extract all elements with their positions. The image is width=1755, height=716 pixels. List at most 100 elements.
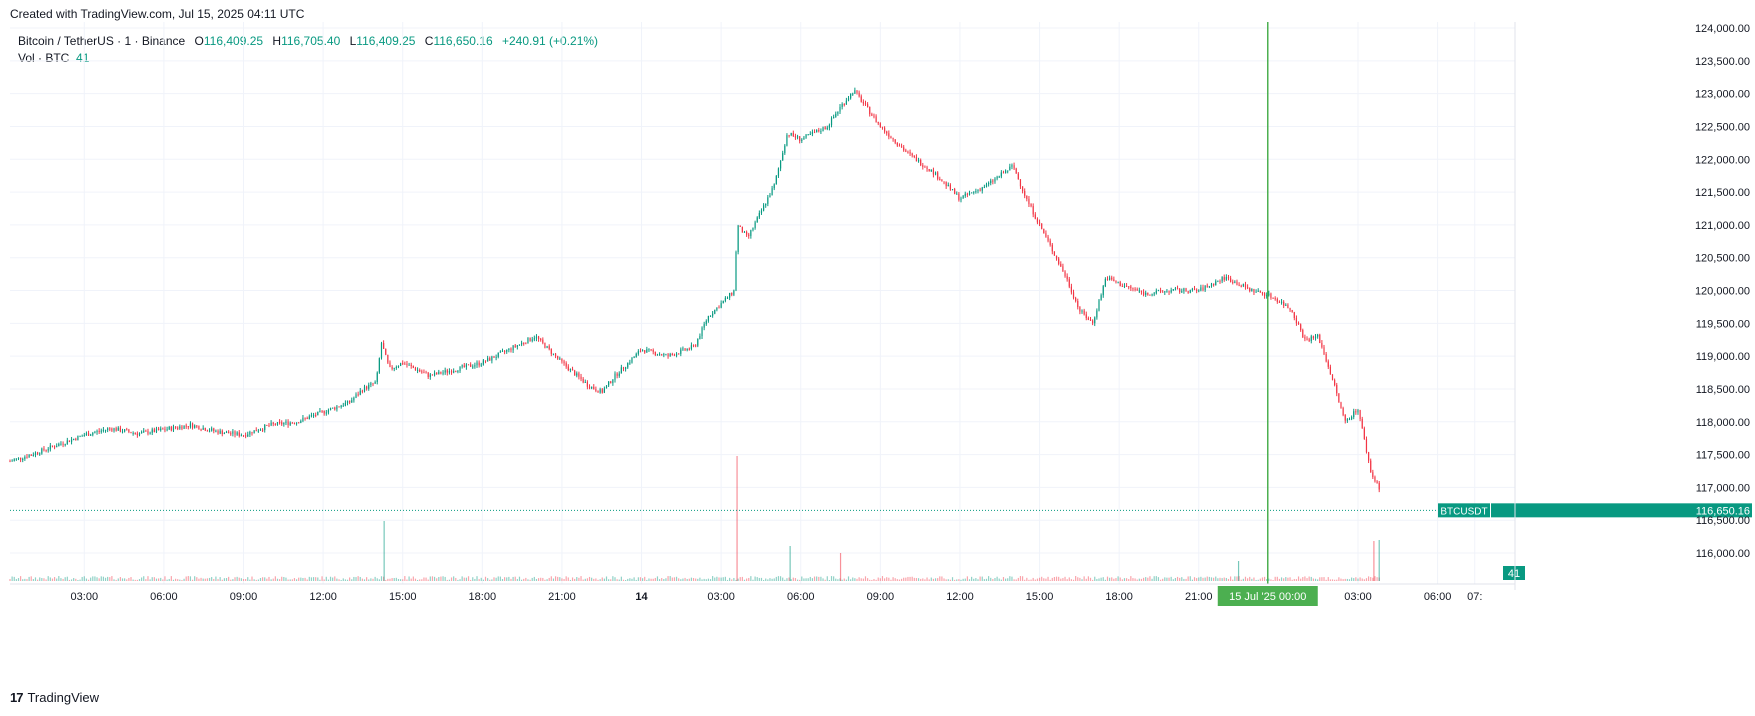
volume-bar xyxy=(905,577,907,581)
volume-bar xyxy=(883,578,886,581)
volume-bar xyxy=(930,577,932,581)
candle-body xyxy=(1153,293,1155,295)
candle-body xyxy=(992,180,994,182)
volume-spike xyxy=(789,546,791,581)
volume-bar xyxy=(692,578,695,581)
candle-body xyxy=(673,354,676,356)
candle-body xyxy=(595,389,597,391)
candle-body xyxy=(879,123,881,127)
candle-body xyxy=(232,431,234,434)
volume-bar xyxy=(601,577,603,581)
volume-bar xyxy=(529,579,531,581)
candle-body xyxy=(527,337,529,344)
volume-bar xyxy=(786,578,788,581)
candle-body xyxy=(1106,278,1109,280)
candle-body xyxy=(922,165,924,167)
candle-body xyxy=(270,422,272,426)
volume-bar xyxy=(811,578,814,581)
candle-body xyxy=(818,130,820,132)
candle-body xyxy=(837,111,839,114)
volume-bar xyxy=(287,579,289,581)
candle-body xyxy=(389,362,391,367)
candle-body xyxy=(729,292,731,298)
candle-body xyxy=(567,366,569,371)
volume-bar xyxy=(650,578,652,581)
candle-body xyxy=(1253,288,1255,293)
volume-bar xyxy=(312,577,315,581)
volume-bar xyxy=(1060,578,1062,581)
volume-bar xyxy=(1223,577,1225,581)
candle-body xyxy=(363,386,366,392)
candle-body xyxy=(777,168,780,176)
volume-bar xyxy=(1134,578,1136,581)
candle-body xyxy=(344,402,347,406)
volume-bar xyxy=(654,577,656,581)
candle-body xyxy=(228,431,230,434)
candle-body xyxy=(1166,291,1168,293)
volume-bar xyxy=(1300,578,1302,581)
candle-body xyxy=(196,425,198,427)
candle-body xyxy=(211,428,213,431)
candle-body xyxy=(881,126,884,128)
candle-body xyxy=(266,424,268,426)
candle-body xyxy=(457,370,459,372)
candle-body xyxy=(53,446,56,448)
volume-bar xyxy=(387,578,389,581)
volume-bar xyxy=(183,578,185,581)
volume-bar xyxy=(98,578,100,581)
volume-bar xyxy=(162,579,164,581)
candle-body xyxy=(272,422,274,424)
volume-bar xyxy=(610,579,612,581)
volume-bar xyxy=(393,578,395,581)
candle-body xyxy=(773,184,775,189)
tradingview-brand-label: TradingView xyxy=(27,690,100,705)
volume-bar xyxy=(1004,578,1007,581)
candle-body xyxy=(438,371,440,375)
candle-body xyxy=(816,130,818,133)
volume-bar xyxy=(669,576,671,581)
candle-body xyxy=(788,135,790,137)
volume-bar xyxy=(172,579,175,581)
candle-body xyxy=(1019,179,1022,187)
candle-body xyxy=(1000,172,1002,177)
candle-body xyxy=(1136,289,1138,291)
volume-bar xyxy=(444,576,446,581)
volume-bar xyxy=(975,578,977,581)
candle-body xyxy=(253,430,255,434)
candle-body xyxy=(446,370,448,373)
volume-bar xyxy=(276,578,279,581)
volume-spike xyxy=(1373,541,1375,581)
volume-bar xyxy=(489,579,491,581)
volume-bar xyxy=(977,579,979,581)
candle-body xyxy=(1092,320,1094,324)
volume-legend-label[interactable]: Vol · BTC xyxy=(18,51,70,65)
candle-body xyxy=(550,348,552,354)
tradingview-brand[interactable]: 17 TradingView xyxy=(10,690,99,705)
candle-body xyxy=(758,213,760,218)
volume-bar xyxy=(618,579,620,581)
volume-bar xyxy=(580,576,582,581)
candle-body xyxy=(805,134,807,138)
candle-body xyxy=(1007,170,1009,172)
candle-body xyxy=(637,351,639,354)
volume-bar xyxy=(956,579,958,581)
volume-bar xyxy=(850,579,852,581)
candle-body xyxy=(370,383,372,385)
candle-body xyxy=(111,428,113,431)
volume-bar xyxy=(251,576,253,581)
candle-body xyxy=(537,336,540,339)
candle-body xyxy=(289,422,291,425)
volume-bar xyxy=(487,578,489,581)
volume-bar xyxy=(971,576,973,581)
candle-body xyxy=(440,371,442,374)
volume-bar xyxy=(1234,576,1236,581)
y-tick-label: 121,000.00 xyxy=(1695,220,1750,232)
candle-body xyxy=(680,349,682,354)
volume-bar xyxy=(1342,579,1344,581)
volume-bar xyxy=(325,576,327,581)
volume-bar xyxy=(1227,578,1230,581)
candle-body xyxy=(1321,342,1323,348)
volume-bar xyxy=(1274,576,1276,581)
symbol-label[interactable]: Bitcoin / TetherUS · 1 · Binance xyxy=(18,34,186,48)
